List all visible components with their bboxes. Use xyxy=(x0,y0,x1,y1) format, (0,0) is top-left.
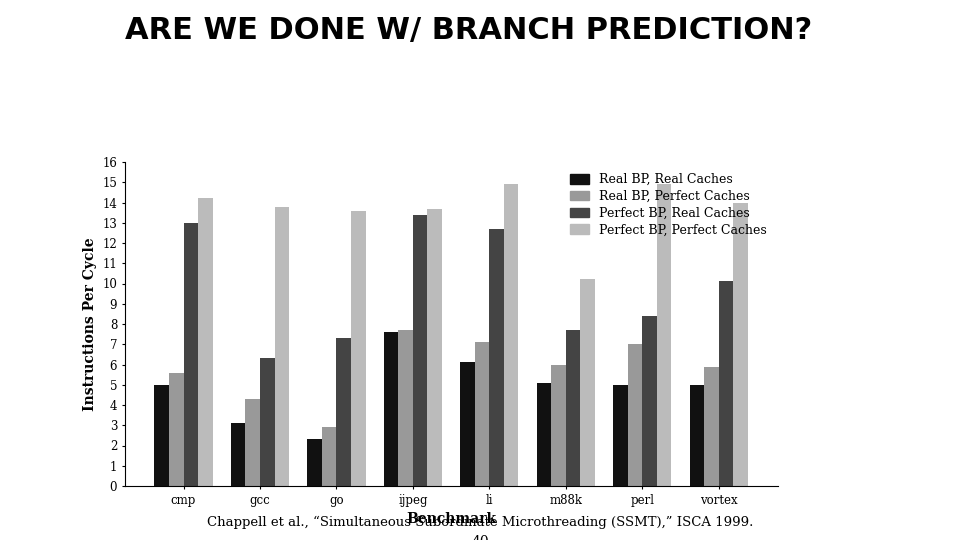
Bar xyxy=(155,384,169,486)
Bar xyxy=(337,338,351,486)
Bar xyxy=(475,342,490,486)
Bar xyxy=(260,359,275,486)
Bar xyxy=(183,222,198,486)
Bar xyxy=(198,198,212,486)
Bar xyxy=(705,367,719,486)
Legend: Real BP, Real Caches, Real BP, Perfect Caches, Perfect BP, Real Caches, Perfect : Real BP, Real Caches, Real BP, Perfect C… xyxy=(564,168,771,241)
Y-axis label: Instructions Per Cycle: Instructions Per Cycle xyxy=(83,237,97,411)
Bar xyxy=(231,423,246,486)
Bar xyxy=(733,202,748,486)
Bar xyxy=(613,384,628,486)
Bar xyxy=(322,427,337,486)
Bar xyxy=(461,362,475,486)
Text: ARE WE DONE W/ BRANCH PREDICTION?: ARE WE DONE W/ BRANCH PREDICTION? xyxy=(125,16,812,45)
Bar xyxy=(504,184,518,486)
Bar xyxy=(642,316,657,486)
Bar xyxy=(551,364,565,486)
Bar xyxy=(307,440,322,486)
Bar xyxy=(398,330,413,486)
Text: 40: 40 xyxy=(471,535,489,540)
Bar xyxy=(427,208,442,486)
Bar xyxy=(537,383,551,486)
Bar xyxy=(275,206,289,486)
Bar xyxy=(581,280,595,486)
Bar xyxy=(690,384,705,486)
Bar xyxy=(490,229,504,486)
Bar xyxy=(351,211,366,486)
Bar xyxy=(719,281,733,486)
Bar xyxy=(565,330,581,486)
Bar xyxy=(413,214,427,486)
Text: Chappell et al., “Simultaneous Subordinate Microthreading (SSMT),” ISCA 1999.: Chappell et al., “Simultaneous Subordina… xyxy=(206,516,754,529)
X-axis label: Benchmark: Benchmark xyxy=(406,512,496,526)
Bar xyxy=(628,345,642,486)
Bar xyxy=(657,184,671,486)
Bar xyxy=(169,373,183,486)
Bar xyxy=(246,399,260,486)
Bar xyxy=(384,332,398,486)
